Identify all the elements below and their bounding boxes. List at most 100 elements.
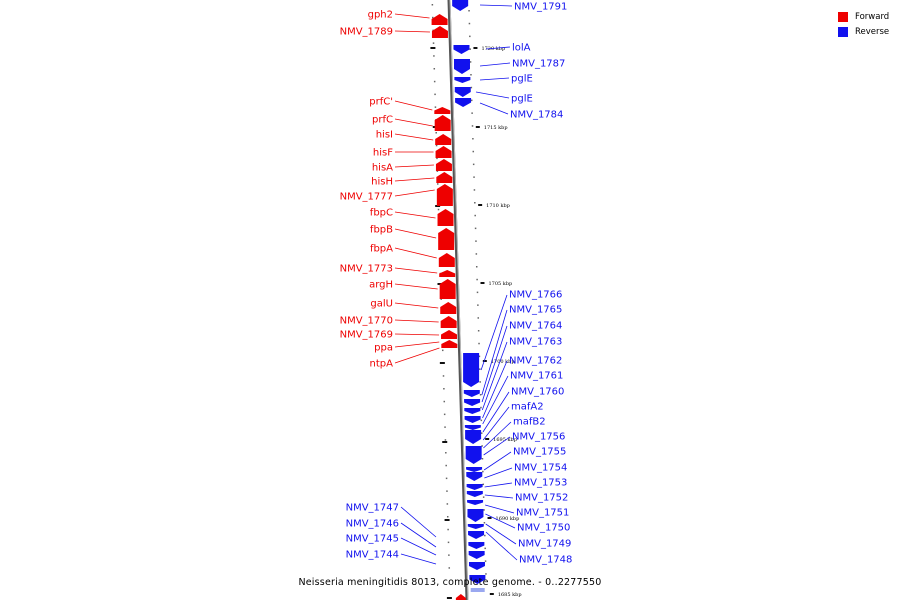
reverse-strand-dot <box>473 189 476 191</box>
forward-gene-block <box>435 134 452 145</box>
forward-strand-dot <box>432 42 435 44</box>
reverse-strand-dot <box>472 163 475 166</box>
forward-gene-block <box>431 26 448 38</box>
forward-gene-block <box>440 302 457 314</box>
reverse-strand-dot <box>468 10 470 12</box>
reverse-gene-label: NMV_1752 <box>515 493 568 504</box>
legend-forward-label: Forward <box>855 11 890 22</box>
forward-gene-label: gph2 <box>368 10 393 21</box>
forward-gene-label: NMV_1769 <box>340 330 393 341</box>
reverse-strand-dot <box>477 304 479 306</box>
reverse-gene-block <box>468 551 485 559</box>
forward-major-tick <box>430 47 436 49</box>
scale-tick-label: 1705 kbp <box>488 281 512 287</box>
reverse-strand-dot <box>475 253 478 255</box>
reverse-strand-dot <box>483 522 486 524</box>
reverse-strand-dot <box>473 176 475 178</box>
reverse-gene-leader <box>485 531 518 561</box>
forward-strand-dot <box>433 80 436 83</box>
forward-strand-dot <box>446 503 449 505</box>
reverse-gene-label: NMV_1766 <box>509 290 562 301</box>
forward-strand-dot <box>445 464 447 467</box>
forward-gene-label: fbpC <box>370 208 393 219</box>
reverse-strand-dot <box>480 432 483 434</box>
forward-strand-dot <box>434 93 436 96</box>
reverse-strand-dot <box>482 483 485 486</box>
scale-tick-label: 1700 kbp <box>491 359 515 365</box>
forward-gene-label: NMV_1777 <box>340 192 393 203</box>
reverse-strand-dot <box>470 86 473 89</box>
reverse-strand-dot <box>471 125 474 127</box>
reverse-strand-dot <box>468 22 471 25</box>
forward-gene-block <box>438 253 455 267</box>
reverse-gene-label: NMV_1755 <box>513 447 566 458</box>
forward-strand-dot <box>446 490 448 492</box>
reverse-gene-leader <box>484 494 514 499</box>
reverse-strand-dot <box>484 534 486 537</box>
scale-tick <box>478 204 483 206</box>
forward-gene-block <box>438 228 455 250</box>
reverse-gene-label: pglE <box>511 74 533 85</box>
reverse-strand-dot <box>479 381 481 383</box>
scale-tick <box>487 517 492 519</box>
reverse-gene-leader <box>483 421 512 449</box>
forward-gene-block <box>439 279 456 299</box>
forward-strand-dot <box>444 426 446 428</box>
forward-gene-label: hisF <box>373 148 393 159</box>
reverse-strand-dot <box>471 112 473 114</box>
reverse-gene-block <box>463 390 480 397</box>
reverse-strand-dot <box>469 61 472 63</box>
forward-gene-block <box>441 330 458 339</box>
reverse-gene-block <box>464 399 481 406</box>
reverse-gene-leader <box>482 360 508 419</box>
reverse-gene-leader <box>485 46 511 50</box>
reverse-gene-block <box>469 575 486 584</box>
reverse-gene-label: NMV_1791 <box>514 2 567 13</box>
reverse-gene-label: NMV_1763 <box>509 337 562 348</box>
reverse-gene-label: NMV_1764 <box>509 321 562 332</box>
reverse-gene-block <box>467 500 484 505</box>
forward-strand-dot <box>440 298 442 300</box>
forward-swatch <box>838 11 848 22</box>
reverse-gene-label: NMV_1761 <box>510 371 563 382</box>
reverse-gene-block <box>464 408 481 414</box>
reverse-gene-leader <box>481 325 508 403</box>
forward-gene-label: galU <box>370 299 393 310</box>
reverse-gene-leader <box>482 375 509 425</box>
forward-strand-dot <box>441 349 444 352</box>
reverse-gene-leader <box>475 91 510 99</box>
reverse-gene-label: NMV_1750 <box>517 523 570 534</box>
reverse-strand-dot <box>479 394 482 396</box>
forward-gene-leader <box>394 13 430 19</box>
forward-gene-leader <box>394 347 440 364</box>
forward-strand-dot <box>433 55 435 57</box>
forward-strand-dot <box>444 439 447 441</box>
forward-strand-dot <box>435 132 437 134</box>
forward-gene-leader <box>394 164 434 168</box>
reverse-gene-leader <box>481 341 508 411</box>
forward-strand-dot <box>447 528 449 531</box>
reverse-gene-leader <box>485 504 515 514</box>
reverse-strand-dot <box>469 35 471 38</box>
forward-strand-dot <box>442 375 445 377</box>
reverse-gene-leader <box>479 102 509 115</box>
forward-strand-dot <box>432 16 434 19</box>
reverse-gene-label: NMV_1784 <box>510 110 563 121</box>
scale-tick <box>473 47 478 49</box>
forward-gene-label: hisI <box>376 130 393 141</box>
forward-gene-leader <box>394 100 433 111</box>
reverse-strand-dot <box>480 419 483 422</box>
forward-strand-dot <box>445 477 448 480</box>
forward-strand-dot <box>435 144 438 147</box>
reverse-strand-dot <box>472 138 474 140</box>
forward-gene-leader <box>394 177 435 182</box>
legend-forward: Forward <box>838 9 889 24</box>
forward-gene-block <box>437 209 454 226</box>
scale-tick-label: 1685 kbp <box>498 592 522 598</box>
forward-gene-leader <box>394 247 437 259</box>
reverse-strand-dot <box>479 368 481 370</box>
reverse-gene-label: NMV_1753 <box>514 478 567 489</box>
forward-gene-label: hisH <box>371 177 393 188</box>
scale-tick-label: 1690 kbp <box>496 516 520 522</box>
